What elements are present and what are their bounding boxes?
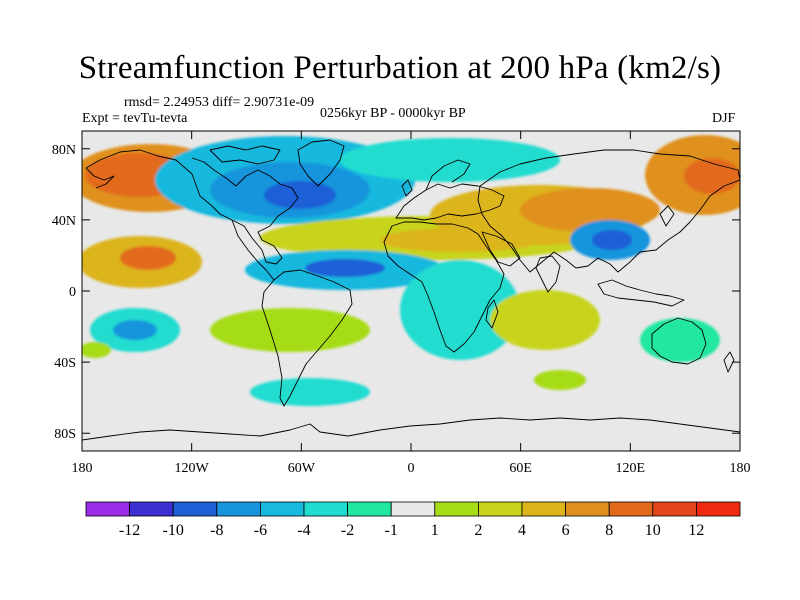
coast-asia <box>477 149 740 273</box>
lon-tick-label-5: 120E <box>616 461 646 476</box>
experiment-text: Expt = tevTu-tevta <box>82 111 188 126</box>
lon-tick-label-3: 0 <box>408 461 415 476</box>
colorbar-box-2 <box>172 501 218 517</box>
lat-tick-label-4: 80S <box>54 427 76 442</box>
lat-tick-label-1: 40N <box>52 214 76 229</box>
colorbar-label-12: 10 <box>645 522 661 539</box>
colorbar-label-3: -6 <box>254 522 267 539</box>
colorbar-box-3 <box>216 501 261 517</box>
contour-southern-ocean-high <box>534 370 586 390</box>
coast-greenland <box>297 139 345 187</box>
colorbar: -12 -10 -8 -6 -4 -2 -1 1 2 4 6 8 10 12 <box>85 501 741 539</box>
colorbar-box-8 <box>434 501 479 517</box>
contour-tropical-atlantic-core <box>305 259 385 277</box>
colorbar-box-14 <box>696 501 741 517</box>
colorbar-label-2: -8 <box>210 522 223 539</box>
contour-asia-low-core <box>592 230 632 250</box>
lat-tick-label-0: 80N <box>52 143 76 158</box>
contour-antarctic-band <box>240 427 360 443</box>
colorbar-label-4: -4 <box>297 522 310 539</box>
season-text: DJF <box>712 111 736 126</box>
contour-africa-low <box>400 260 520 360</box>
coast-alaska <box>85 167 115 189</box>
colorbar-label-11: 8 <box>605 522 613 539</box>
coast-north-america <box>85 149 299 265</box>
chart-title: Streamfunction Perturbation at 200 hPa (… <box>78 50 722 86</box>
contour-arctic-europe-low <box>340 138 560 182</box>
coast-british-isles <box>401 179 413 197</box>
lon-tick-label-0: 180 <box>72 461 93 476</box>
coast-india <box>535 255 561 293</box>
coastlines <box>82 139 740 441</box>
coast-australia <box>651 317 707 365</box>
lon-tick-label-1: 120W <box>175 461 210 476</box>
coast-south-america <box>261 269 353 407</box>
colorbar-label-1: -10 <box>163 522 184 539</box>
contour-field <box>82 131 740 451</box>
lat-tick-label-2: 0 <box>69 285 76 300</box>
colorbar-box-7 <box>390 501 436 517</box>
lon-tick-label-6: 180 <box>730 461 751 476</box>
colorbar-box-13 <box>652 501 697 517</box>
colorbar-label-5: -2 <box>341 522 354 539</box>
colorbar-label-13: 12 <box>688 522 704 539</box>
colorbar-label-6: -1 <box>385 522 398 539</box>
coast-japan <box>659 205 675 227</box>
colorbar-box-1 <box>129 501 174 517</box>
coast-arctic-islands <box>209 145 281 165</box>
contour-sw-edge-high <box>82 342 111 358</box>
colorbar-box-12 <box>608 501 654 517</box>
colorbar-box-10 <box>521 501 566 517</box>
coast-antarctica <box>82 417 740 441</box>
coast-maritime-continent <box>597 279 685 307</box>
colorbar-box-5 <box>303 501 348 517</box>
stats-text: rmsd= 2.24953 diff= 2.90731e-09 <box>124 95 315 110</box>
coast-arabia <box>481 231 521 267</box>
axis-ticks <box>81 131 741 451</box>
coast-africa <box>383 221 505 353</box>
lon-tick-label-4: 60E <box>509 461 532 476</box>
colorbar-box-11 <box>565 501 610 517</box>
colorbar-label-8: 2 <box>474 522 482 539</box>
axis-tick-labels: 80N 40N 0 40S 80S 180 120W 60W 0 60E 120E 180 <box>52 143 751 476</box>
coast-central-america <box>231 219 275 281</box>
colorbar-label-10: 6 <box>562 522 570 539</box>
contour-south-atlantic-low-ring <box>250 378 370 406</box>
colorbar-label-9: 4 <box>518 522 526 539</box>
colorbar-box-4 <box>259 501 305 517</box>
coast-new-zealand <box>723 351 735 373</box>
contour-south-atlantic-high <box>210 308 370 352</box>
colorbar-box-0 <box>85 501 130 517</box>
colorbar-box-6 <box>347 501 392 517</box>
contour-north-atlantic-low-core <box>264 181 336 209</box>
lat-tick-label-3: 40S <box>54 356 76 371</box>
colorbar-label-7: 1 <box>431 522 439 539</box>
contour-indian-ocean-high <box>490 290 600 350</box>
colorbar-box-9 <box>477 501 523 517</box>
lon-tick-label-2: 60W <box>288 461 316 476</box>
coast-madagascar <box>485 299 499 329</box>
contour-eurasia-high-core <box>520 188 660 232</box>
period-text: 0256kyr BP - 0000kyr BP <box>320 106 466 121</box>
contour-australia-low <box>640 318 720 362</box>
contour-south-pacific-low-core <box>113 320 157 340</box>
coast-scandinavia <box>425 159 471 191</box>
contour-subtropical-pacific-core <box>120 246 176 270</box>
colorbar-label-0: -12 <box>119 522 140 539</box>
